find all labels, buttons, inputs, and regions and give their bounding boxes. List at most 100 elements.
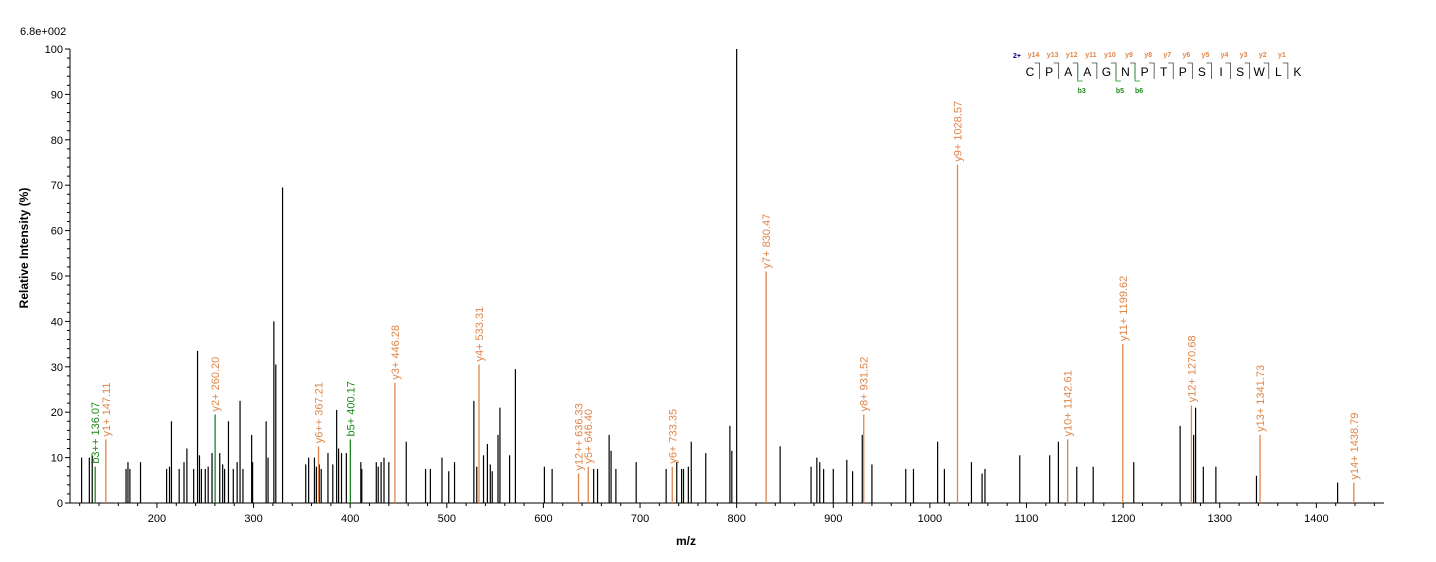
y-ion-bracket (1244, 62, 1251, 79)
y-tick-label: 0 (57, 498, 63, 510)
y-tick-label: 90 (51, 89, 63, 101)
peak-label: y10+ 1142.61 (1063, 370, 1075, 436)
peak-label: y11+ 1199.62 (1118, 276, 1130, 341)
y-ion-label: y6 (1182, 52, 1190, 59)
x-tick-label: 1400 (1304, 513, 1328, 525)
peak-label: y6++ 367.21 (314, 382, 326, 443)
y-ion-bracket (1072, 62, 1079, 79)
b-ion-bracket (1115, 64, 1121, 82)
residue: S (1198, 65, 1206, 79)
peak-label: y6+ 733.35 (667, 409, 679, 464)
residue: K (1293, 65, 1301, 79)
x-tick-label: 1000 (918, 513, 942, 525)
y-ion-bracket (1034, 62, 1040, 79)
y-tick-label: 100 (45, 44, 63, 56)
x-tick-label: 700 (631, 513, 649, 525)
y-ion-bracket (1110, 62, 1117, 79)
x-tick-label: 1300 (1208, 513, 1232, 525)
x-tick-label: 500 (438, 513, 456, 525)
axes: 0 10 20 30 40 50 60 70 80 90 100 200 300 400 500 600 700… (45, 44, 1384, 525)
y-tick-label: 20 (51, 407, 63, 419)
b-ion-bracket (1077, 64, 1083, 82)
peak-label: y3+ 446.28 (390, 325, 402, 380)
x-tick-label: 400 (341, 513, 359, 525)
y-ion-label: y13 (1047, 52, 1059, 59)
peak-label: b5+ 400.17 (345, 381, 357, 436)
residue: S (1236, 65, 1244, 79)
y-ion-bracket (1091, 62, 1098, 79)
y-ion-bracket (1149, 62, 1155, 79)
y-tick-label: 30 (51, 362, 63, 374)
peak-label: y7+ 830.47 (761, 214, 773, 269)
y-ion-label: y5 (1202, 52, 1210, 59)
y-tick-label: 60 (51, 226, 63, 238)
y-ion-label: y11 (1085, 52, 1096, 59)
peak-label: y14+ 1438.79 (1349, 413, 1361, 480)
x-tick-label: 800 (727, 513, 745, 525)
x-axis-title: m/z (676, 534, 696, 548)
y-ion-label: y8 (1144, 52, 1152, 59)
peak-label: y12++ 636.33 (574, 403, 586, 470)
x-tick-label: 300 (244, 513, 262, 525)
y-ion-label: y1 (1278, 52, 1286, 59)
peak-label: b3++ 136.07 (90, 402, 102, 464)
peak-label: y12+ 1270.68 (1186, 335, 1198, 402)
y-ion-label: y2 (1259, 52, 1267, 59)
y-ion-label: y10 (1104, 52, 1116, 59)
charge-state: 2+ (1013, 53, 1021, 60)
x-tick-label: 1100 (1015, 513, 1039, 525)
residue: G (1102, 65, 1111, 79)
b-ion-label: b5 (1116, 88, 1124, 95)
residue: L (1275, 65, 1282, 79)
residue: I (1219, 65, 1222, 79)
y-ion-label: y3 (1240, 52, 1248, 59)
y-tick-label: 40 (51, 316, 63, 328)
peaks-group (80, 49, 1339, 503)
residue: N (1121, 65, 1130, 79)
y-ion-bracket (1168, 62, 1174, 79)
residue: W (1254, 65, 1266, 79)
y-tick-label: 70 (51, 180, 63, 192)
y-tick-label: 80 (51, 135, 63, 147)
y-ion-bracket (1053, 62, 1060, 79)
y-ion-bracket (1130, 62, 1136, 79)
y-ion-label: y4 (1221, 52, 1229, 59)
y-ion-bracket (1225, 62, 1231, 79)
peak-label: y4+ 533.31 (474, 307, 486, 362)
y-ion-label: y12 (1066, 52, 1078, 59)
y-ion-label: y7 (1163, 52, 1171, 59)
residue: A (1064, 65, 1072, 79)
y-ion-bracket (1263, 62, 1270, 79)
b-ion-label: b3 (1078, 88, 1086, 95)
residue: C (1026, 65, 1035, 79)
residue: T (1160, 65, 1168, 79)
y-ion-label: y14 (1028, 52, 1040, 59)
max-intensity-label: 6.8e+002 (20, 26, 66, 38)
y-ion-bracket (1187, 62, 1193, 79)
peak-label: y9+ 1028.57 (953, 101, 965, 162)
peak-label: y2+ 260.20 (210, 357, 222, 412)
y-tick-label: 10 (51, 453, 63, 465)
peak-label: y1+ 147.11 (101, 383, 113, 437)
residue: P (1179, 65, 1187, 79)
x-tick-label: 1200 (1111, 513, 1135, 525)
b-ion-bracket (1134, 64, 1141, 82)
residue: P (1141, 65, 1149, 79)
peak-label: y5+ 646.40 (583, 409, 595, 464)
residue: P (1045, 65, 1053, 79)
y-ion-bracket (1206, 62, 1212, 79)
y-ion-label: y9 (1125, 52, 1133, 59)
y-ion-bracket (1282, 62, 1289, 79)
y-axis-title: Relative Intensity (%) (17, 188, 31, 309)
peak-label: y13+ 1341.73 (1255, 365, 1267, 432)
x-tick-label: 200 (148, 513, 166, 525)
x-tick-label: 900 (824, 513, 842, 525)
residue: A (1083, 65, 1091, 79)
peak-label: y8+ 931.52 (859, 357, 871, 412)
b-ion-label: b6 (1135, 88, 1143, 95)
y-tick-label: 50 (51, 271, 63, 283)
x-tick-label: 600 (534, 513, 552, 525)
